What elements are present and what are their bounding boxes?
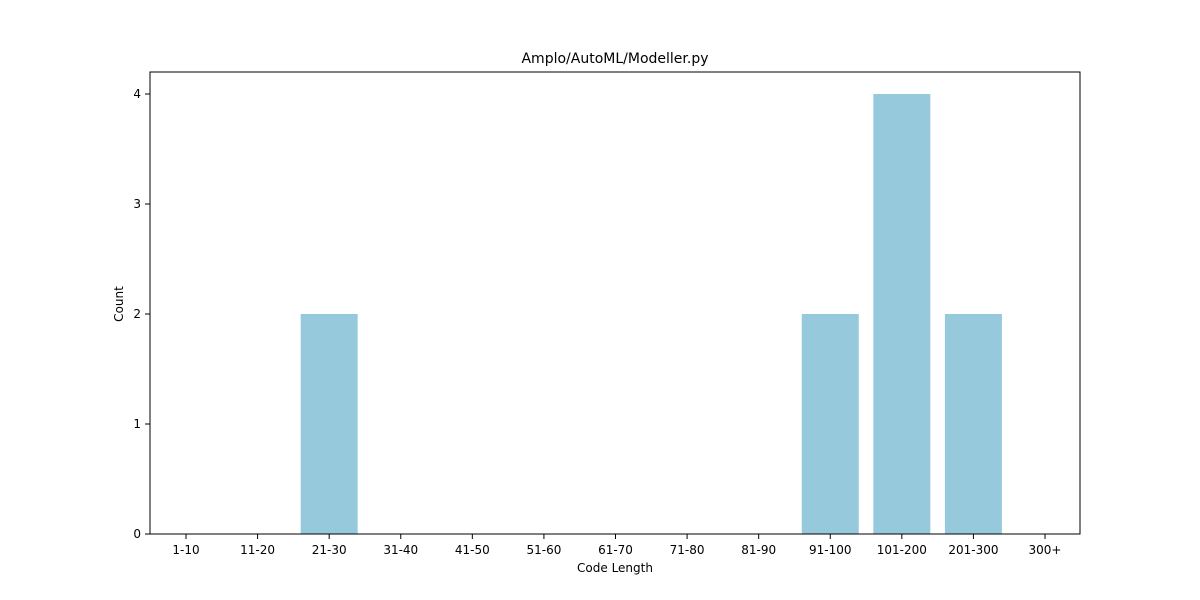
x-tick-label: 81-90 [741, 543, 776, 557]
bars-layer [300, 94, 1002, 534]
bar-21-30 [300, 314, 358, 534]
y-axis-label: Count [112, 286, 126, 322]
y-tick-label: 3 [133, 197, 141, 211]
x-tick-label: 71-80 [670, 543, 705, 557]
y-tick-label: 2 [133, 307, 141, 321]
x-axis-label: Code Length [577, 561, 653, 575]
x-axis-ticks: 1-10 11-20 21-30 31-40 41-50 51-60 61-70 71-80 8… [172, 534, 1061, 557]
bar-101-200 [873, 94, 931, 534]
y-tick-label: 0 [133, 527, 141, 541]
y-tick-label: 1 [133, 417, 141, 431]
x-tick-label: 31-40 [383, 543, 418, 557]
x-tick-label: 101-200 [877, 543, 927, 557]
x-tick-label: 41-50 [455, 543, 490, 557]
x-tick-label: 201-300 [948, 543, 998, 557]
x-tick-label: 91-100 [809, 543, 852, 557]
bar-201-300 [944, 314, 1002, 534]
y-tick-label: 4 [133, 87, 141, 101]
x-tick-label: 300+ [1029, 543, 1062, 557]
y-axis-ticks: 0 1 2 3 4 [133, 87, 150, 541]
bar-91-100 [801, 314, 859, 534]
x-tick-label: 21-30 [312, 543, 347, 557]
x-tick-label: 61-70 [598, 543, 633, 557]
x-tick-label: 51-60 [526, 543, 561, 557]
x-tick-label: 11-20 [240, 543, 275, 557]
x-tick-label: 1-10 [172, 543, 199, 557]
chart-title: Amplo/AutoML/Modeller.py [521, 51, 708, 67]
